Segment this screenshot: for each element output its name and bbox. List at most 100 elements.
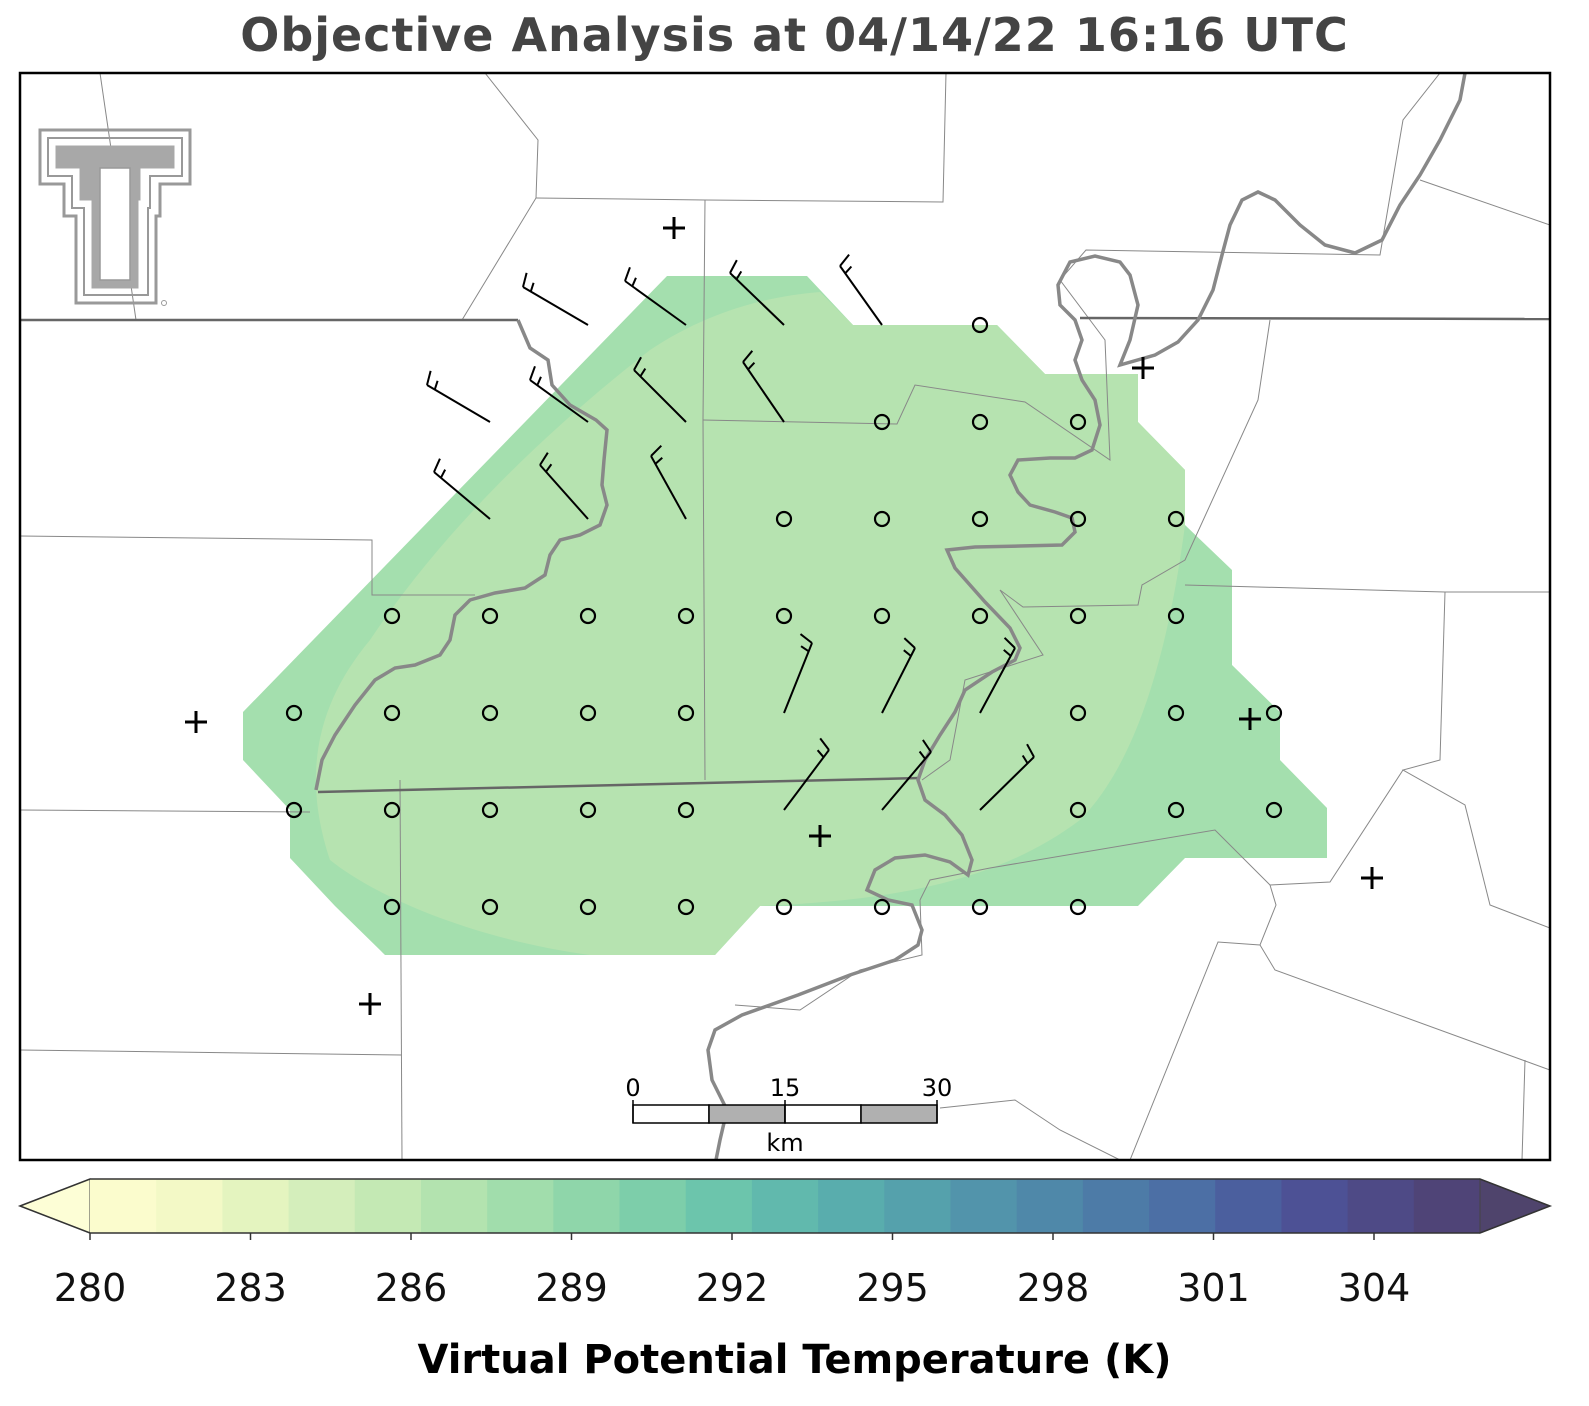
colorbar-cell: [1281, 1179, 1349, 1233]
colorbar-tick-label: 298: [1016, 1266, 1090, 1310]
colorbar-cell: [487, 1179, 554, 1233]
wind-barb-icon: [624, 266, 687, 326]
station-plus-icon: [359, 993, 381, 1015]
colorbar-cell: [884, 1179, 951, 1233]
grid-point-marker: [1167, 510, 1185, 528]
grid-point-marker: [1265, 801, 1283, 819]
colorbar-cell: [1215, 1179, 1282, 1233]
grid-point-marker: [677, 704, 695, 722]
wind-barb-icon: [742, 350, 785, 423]
wind-barb-icon: [426, 370, 491, 423]
map-area: 0 15 30 km: [20, 73, 1550, 1160]
colorbar-tick-label: 289: [535, 1266, 608, 1310]
analysis-fill-inner: [315, 292, 1185, 955]
grid-point-marker: [1069, 704, 1087, 722]
grid-point-marker: [383, 704, 401, 722]
colorbar-extend-low: [18, 1178, 91, 1234]
grid-point-marker: [1069, 801, 1087, 819]
colorbar-tick-label: 292: [695, 1266, 769, 1310]
grid-point-marker: [383, 801, 401, 819]
colorbar-cell: [619, 1179, 687, 1233]
grid-point-marker: [971, 607, 989, 625]
grid-point-marker: [383, 898, 401, 916]
scale-label-15: 15: [770, 1074, 801, 1102]
grid-point-marker: [285, 801, 303, 819]
state-boundaries: [20, 316, 1550, 794]
grid-point-marker: [579, 704, 597, 722]
grid-point-marker: [873, 510, 891, 528]
wind-barb-icon: [839, 253, 883, 326]
grid-point-marker: [1265, 704, 1283, 722]
colorbar-cell: [1082, 1179, 1150, 1233]
wind-barb-icon: [539, 452, 589, 520]
grid-point-marker: [481, 607, 499, 625]
grid-point-marker: [873, 607, 891, 625]
colorbar-cell: [751, 1179, 819, 1233]
grid-point-marker: [383, 607, 401, 625]
map-title: Objective Analysis at 04/14/22 16:16 UTC: [240, 8, 1349, 62]
grid-point-marker: [677, 801, 695, 819]
grid-point-marker: [677, 898, 695, 916]
colorbar-cells: [90, 1179, 1481, 1233]
wind-barb-icon: [979, 743, 1035, 811]
colorbar-extend-high: [1479, 1178, 1552, 1234]
wind-barb-icon: [979, 637, 1016, 714]
colorbar: [17, 1178, 1553, 1240]
colorbar-cell: [1149, 1179, 1216, 1233]
scale-bar: 0 15 30 km: [625, 1074, 952, 1157]
colorbar-cell: [1413, 1179, 1481, 1233]
grid-point-marker: [1069, 413, 1087, 431]
texas-tech-logo-icon: [38, 128, 192, 306]
colorbar-tick-label: 286: [374, 1266, 448, 1310]
wind-barb-icon: [881, 637, 916, 714]
grid-point-marker: [873, 413, 891, 431]
scale-label-30: 30: [922, 1074, 953, 1102]
grid-point-marker: [1069, 510, 1087, 528]
grid-point-marker: [775, 898, 793, 916]
grid-point-marker: [579, 898, 597, 916]
station-plus-icon: [1239, 708, 1261, 730]
grid-point-marker: [971, 316, 989, 334]
grid-point-marker: [285, 704, 303, 722]
wind-barb-icon: [783, 737, 830, 811]
wind-barb-icon: [650, 444, 687, 520]
colorbar-cell: [90, 1179, 157, 1233]
colorbar-ticks: [89, 1233, 1375, 1240]
station-plus-icon: [1361, 867, 1383, 889]
grid-point-marker: [873, 898, 891, 916]
grid-point-marker: [971, 510, 989, 528]
wind-barb-icon: [881, 739, 932, 811]
colorbar-tick-label: 283: [214, 1266, 287, 1310]
colorbar-cell: [1347, 1179, 1415, 1233]
wind-barbs: [426, 253, 1035, 811]
colorbar-cell: [420, 1179, 488, 1233]
wind-barb-icon: [729, 259, 785, 326]
station-plus-icon: [1132, 357, 1154, 379]
scale-unit-label: km: [766, 1129, 803, 1157]
colorbar-tick-label: 304: [1337, 1266, 1411, 1310]
grid-point-marker: [1167, 801, 1185, 819]
wind-barb-icon: [529, 365, 589, 423]
colorbar-cell: [156, 1179, 223, 1233]
wind-barb-icon: [783, 633, 813, 714]
colorbar-cell: [288, 1179, 356, 1233]
station-plus-icon: [809, 825, 831, 847]
grid-point-marker: [1069, 607, 1087, 625]
rivers: [314, 73, 1467, 1160]
colorbar-cell: [685, 1179, 753, 1233]
colorbar-label: Virtual Potential Temperature (K): [417, 1337, 1172, 1383]
grid-point-marker: [579, 607, 597, 625]
colorbar-cell: [222, 1179, 290, 1233]
grid-point-marker: [1167, 607, 1185, 625]
map-frame: [18, 71, 1552, 1162]
colorbar-cell: [950, 1179, 1018, 1233]
station-plus-icon: [185, 711, 207, 733]
grid-point-marker: [775, 510, 793, 528]
station-plus-icon: [663, 217, 685, 239]
wind-barb-icon: [522, 272, 589, 326]
grid-point-marker: [481, 898, 499, 916]
colorbar-cell: [1016, 1179, 1084, 1233]
grid-point-marker: [971, 413, 989, 431]
colorbar-tick-label: 280: [53, 1266, 127, 1310]
station-markers: [185, 217, 1383, 1015]
